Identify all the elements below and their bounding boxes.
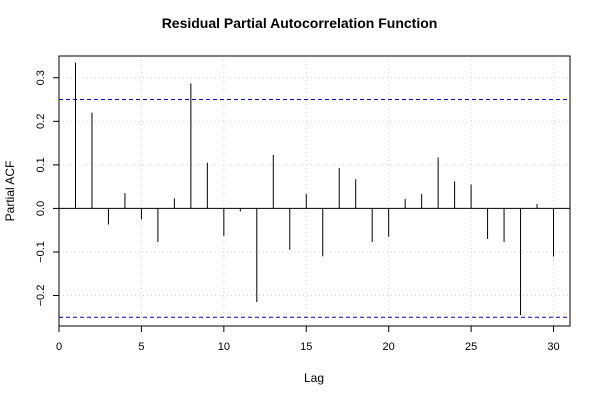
x-axis: 0 5 10 15 20 25 30 (56, 325, 560, 353)
y-tick-label: 0.0 (35, 201, 47, 216)
x-tick-label: 30 (547, 341, 559, 353)
x-tick-label: 10 (218, 341, 230, 353)
chart-title: Residual Partial Autocorrelation Functio… (162, 15, 438, 31)
y-axis: −0.2 −0.1 0.0 0.1 0.2 0.3 (35, 70, 60, 307)
x-tick-label: 5 (138, 341, 144, 353)
x-tick-label: 15 (300, 341, 312, 353)
y-tick-label: −0.1 (35, 241, 47, 263)
x-tick-label: 25 (465, 341, 477, 353)
y-tick-label: 0.2 (35, 114, 47, 129)
x-axis-label: Lag (304, 371, 324, 385)
plot-frame (58, 55, 571, 327)
y-axis-label: Partial ACF (3, 161, 17, 222)
y-tick-label: 0.1 (35, 157, 47, 172)
pacf-bars (74, 62, 555, 316)
y-tick-label: 0.3 (35, 70, 47, 85)
grid (58, 56, 570, 326)
y-tick-label: −0.2 (35, 285, 47, 307)
confidence-bounds (59, 99, 570, 318)
x-tick-label: 20 (383, 341, 395, 353)
x-tick-label: 0 (56, 341, 62, 353)
